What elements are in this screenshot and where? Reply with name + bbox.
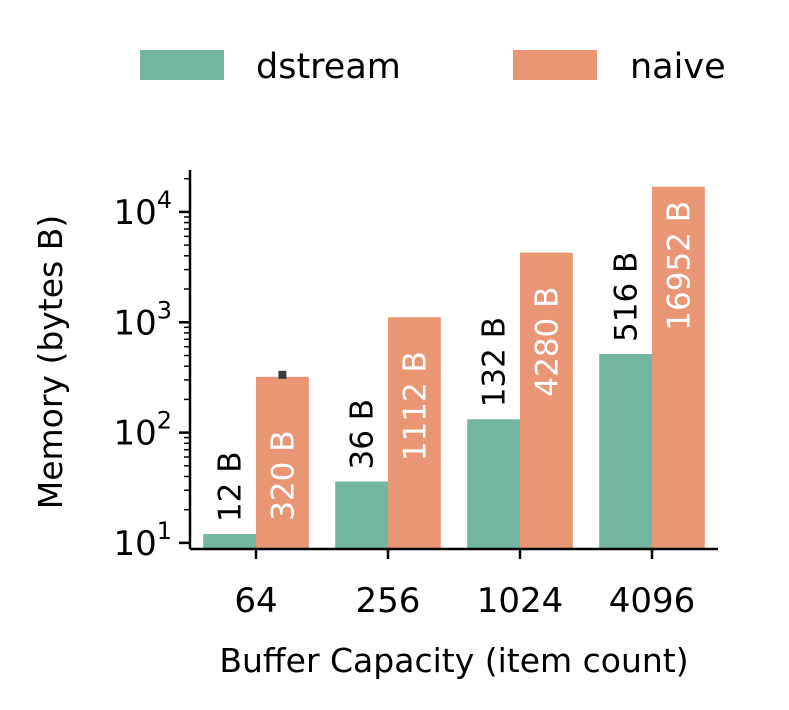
x-tick-label-256: 256 — [356, 581, 421, 621]
axes: 101 102 103 104 64 256 1024 4096 — [113, 170, 718, 621]
bar-dstream-64 — [203, 534, 256, 549]
bar-label-naive-64: 320 B — [265, 431, 301, 521]
bar-label-naive-1024: 4280 B — [529, 287, 565, 397]
bar-label-naive-4096: 16952 B — [661, 201, 697, 331]
bar-naive-256 — [388, 317, 441, 549]
bar-dstream-1024 — [467, 419, 520, 549]
legend-swatch-dstream — [140, 50, 224, 80]
legend-swatch-naive — [513, 50, 597, 80]
bar-label-dstream-256: 36 B — [345, 399, 381, 470]
bar-dstream-4096 — [599, 354, 652, 549]
y-tick-label-10: 101 — [113, 517, 172, 564]
bar-labels-group: 12 B 320 B 36 B 1112 B 132 B 4280 B 516 B 16952… — [213, 201, 698, 522]
bar-label-dstream-1024: 132 B — [477, 317, 513, 407]
y-tick-label-10000: 104 — [113, 186, 172, 233]
error-bar-naive-64 — [278, 370, 287, 379]
x-tick-label-1024: 1024 — [477, 581, 564, 621]
bar-naive-1024 — [520, 252, 573, 549]
bar-naive-4096 — [652, 186, 705, 549]
bar-label-dstream-64: 12 B — [213, 452, 249, 523]
x-tick-label-4096: 4096 — [609, 581, 696, 621]
bar-dstream-256 — [335, 481, 388, 549]
bar-naive-64 — [256, 376, 309, 549]
bar-label-naive-256: 1112 B — [397, 351, 433, 461]
bars-group — [203, 186, 705, 549]
error-bars-group — [278, 370, 287, 379]
legend-label-dstream: dstream — [256, 47, 401, 87]
bar-label-dstream-4096: 516 B — [609, 252, 645, 342]
y-tick-label-100: 102 — [113, 407, 172, 454]
legend-label-naive: naive — [630, 47, 726, 87]
x-axis-title: Buffer Capacity (item count) — [219, 641, 688, 680]
x-tick-label-64: 64 — [234, 581, 277, 621]
y-tick-label-1000: 103 — [113, 296, 172, 343]
y-axis-title: Memory (bytes B) — [31, 215, 70, 510]
legend: dstream naive — [140, 47, 726, 87]
